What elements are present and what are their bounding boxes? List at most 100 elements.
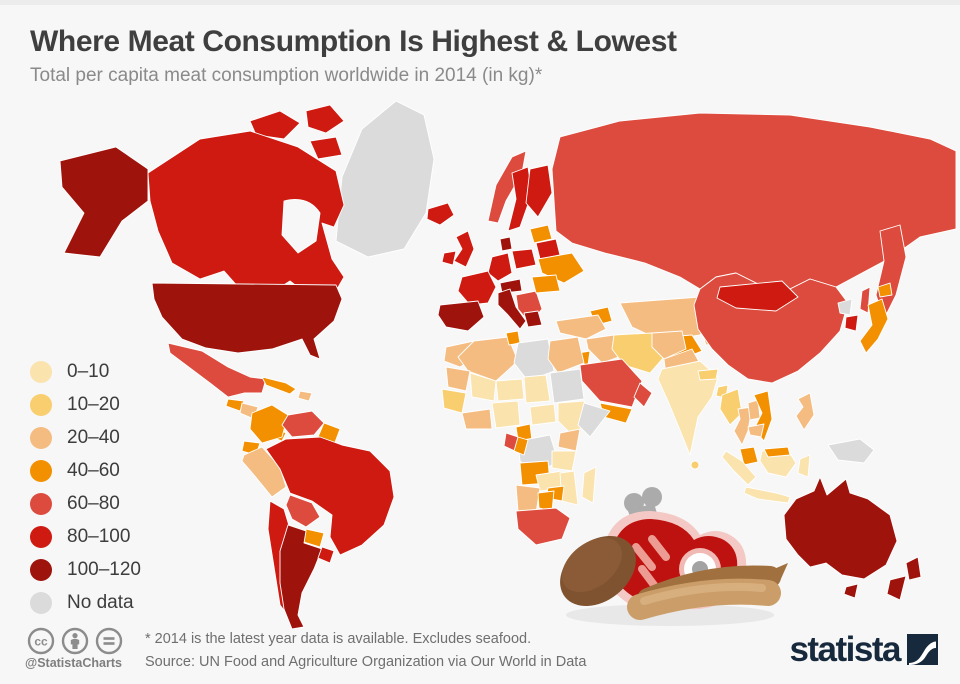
map-region-sulawesi — [797, 454, 811, 478]
statista-brand: statista — [789, 630, 938, 669]
illustration-shadow — [566, 604, 774, 626]
map-region-arctic-islands — [305, 104, 345, 134]
legend-label: No data — [67, 591, 134, 613]
map-region-sudan — [549, 368, 585, 404]
map-region-mali — [469, 372, 497, 402]
legend-label: 60–80 — [67, 492, 120, 514]
map-region-italy — [497, 288, 527, 330]
legend-label: 80–100 — [67, 525, 131, 547]
map-region-sri-lanka — [690, 460, 700, 470]
map-region-venezuela — [281, 410, 325, 438]
legend-row: 60–80 — [30, 487, 141, 520]
map-region-romania — [531, 274, 561, 294]
map-region-mexico — [167, 342, 267, 398]
map-region-west-africa — [441, 388, 467, 414]
statista-wordmark: statista — [789, 630, 901, 669]
map-region-central-african-rep — [529, 403, 557, 426]
map-region-afghanistan — [651, 330, 687, 360]
map-region-malaysia — [739, 446, 759, 466]
map-region-colombia — [249, 404, 289, 444]
map-region-new-zealand-south — [886, 575, 907, 601]
map-region-alaska — [59, 146, 149, 258]
map-region-south-korea — [844, 314, 859, 332]
page-title: Where Meat Consumption Is Highest & Lowe… — [30, 25, 677, 58]
map-region-south-africa — [515, 507, 571, 546]
legend-row: 40–60 — [30, 454, 141, 487]
map-region-nigeria — [491, 400, 521, 429]
map-region-niger — [495, 378, 525, 402]
source-line: Source: UN Food and Agriculture Organiza… — [145, 654, 587, 670]
map-region-finland — [525, 164, 553, 218]
map-region-oman — [633, 382, 653, 408]
map-region-greece — [523, 310, 543, 328]
map-region-turkey — [555, 314, 607, 340]
legend-swatch — [30, 525, 52, 548]
map-region-sweden — [507, 166, 533, 232]
legend-swatch — [30, 558, 52, 581]
map-region-nepal — [697, 368, 719, 381]
legend-row: 80–100 — [30, 520, 141, 553]
map-region-borneo-malaysia — [763, 446, 791, 458]
map-region-cuba — [261, 376, 297, 395]
map-region-ghana — [461, 408, 493, 430]
world-choropleth-map — [59, 100, 957, 630]
legend-label: 10–20 — [67, 393, 120, 415]
map-region-uk — [453, 230, 475, 268]
map-region-egypt — [547, 336, 585, 374]
legend-label: 40–60 — [67, 459, 120, 481]
ham-icon — [560, 535, 636, 607]
map-region-hokkaido — [877, 282, 893, 298]
legend-label: 20–40 — [67, 426, 120, 448]
map-region-india — [657, 360, 719, 456]
map-region-denmark — [499, 236, 513, 252]
statista-charts-handle: @StatistaCharts — [25, 656, 122, 670]
map-region-mongolia — [716, 280, 799, 312]
legend-row: 20–40 — [30, 421, 141, 454]
map-region-poland — [511, 248, 537, 270]
cc-license-icon: cc — [27, 627, 55, 655]
legend-label: 0–10 — [67, 360, 110, 382]
map-region-kenya — [557, 428, 581, 452]
map-region-germany — [487, 252, 513, 282]
map-region-new-guinea — [827, 438, 875, 464]
map-region-tanzania — [551, 450, 577, 472]
footnotes: * 2014 is the latest year data is availa… — [145, 628, 586, 674]
map-region-namibia — [515, 484, 541, 514]
map-region-norway — [487, 150, 527, 224]
legend-label: 100–120 — [67, 558, 141, 580]
legend-row: 0–10 — [30, 355, 141, 388]
page-subtitle: Total per capita meat consumption worldw… — [30, 65, 543, 86]
map-region-chad — [523, 374, 551, 404]
legend-row: 100–120 — [30, 553, 141, 586]
map-region-tasmania — [843, 583, 859, 599]
map-region-bolivia — [285, 494, 321, 528]
svg-text:cc: cc — [34, 635, 48, 649]
map-region-mauritania — [445, 366, 471, 392]
attribution-person-icon — [61, 627, 89, 655]
map-region-uruguay — [317, 546, 335, 564]
legend-swatch — [30, 492, 52, 515]
map-region-argentina — [279, 524, 323, 630]
legend-swatch — [30, 591, 52, 614]
statista-logo-icon — [907, 634, 938, 665]
map-region-hispaniola — [297, 390, 313, 402]
legend-swatch — [30, 426, 52, 449]
sausage-icon — [627, 563, 788, 620]
header: Where Meat Consumption Is Highest & Lowe… — [30, 25, 677, 87]
map-region-arctic-islands — [309, 136, 343, 160]
meat-illustration — [560, 487, 788, 626]
map-region-peru — [241, 446, 287, 498]
map-region-usa — [151, 282, 343, 360]
map-region-philippines — [795, 392, 815, 431]
map-region-iberia — [437, 300, 485, 332]
map-region-brazil — [265, 436, 395, 556]
legend-swatch — [30, 393, 52, 416]
legend-row: No data — [30, 586, 141, 619]
license-icons: cc — [27, 627, 129, 662]
map-region-java — [743, 486, 791, 504]
map-region-france — [457, 270, 497, 306]
map-region-australia — [783, 476, 898, 580]
map-region-sakhalin — [859, 286, 871, 314]
map-legend: 0–10 10–20 20–40 40–60 60–80 80–100 100–… — [30, 355, 141, 619]
